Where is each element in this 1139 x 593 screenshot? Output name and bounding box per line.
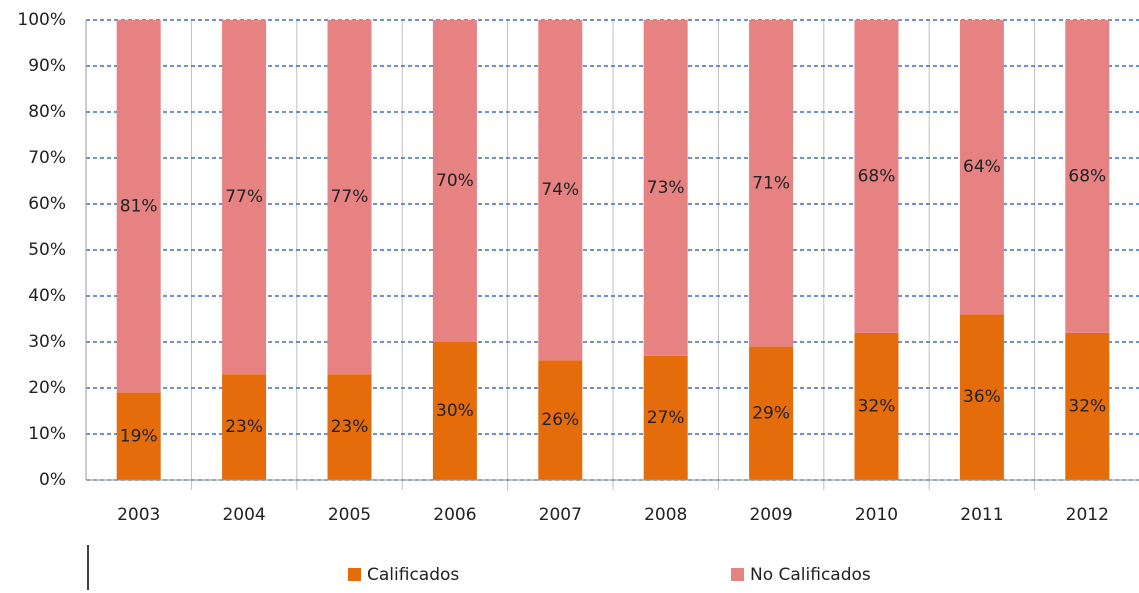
data-label: 30% — [436, 401, 474, 421]
data-label: 71% — [752, 173, 790, 193]
data-label: 23% — [225, 417, 263, 437]
x-tick-label: 2010 — [855, 505, 898, 525]
bar-segment — [749, 346, 794, 480]
bar-segment — [1065, 20, 1110, 333]
data-label: 26% — [541, 410, 579, 430]
data-label: 32% — [1068, 396, 1106, 416]
y-tick-label: 60% — [28, 194, 66, 214]
bar-segment — [327, 20, 372, 375]
bar-segment — [643, 355, 688, 480]
x-tick-label: 2011 — [960, 505, 1003, 525]
bar-segment — [643, 20, 688, 356]
bar-segment — [749, 20, 794, 347]
data-label: 27% — [647, 408, 685, 428]
x-tick-label: 2008 — [644, 505, 687, 525]
x-tick-label: 2009 — [749, 505, 792, 525]
x-tick-label: 2003 — [117, 505, 160, 525]
data-label: 64% — [963, 157, 1001, 177]
legend-swatch — [731, 568, 744, 581]
bar-segment — [538, 20, 583, 361]
data-label: 19% — [120, 426, 158, 446]
data-label: 68% — [858, 166, 896, 186]
bar-segment — [222, 374, 267, 480]
x-tick-label: 2007 — [539, 505, 582, 525]
y-tick-label: 0% — [39, 470, 66, 490]
bar-segment — [959, 20, 1004, 315]
bar-segment — [959, 314, 1004, 480]
bar-segment — [854, 20, 899, 333]
data-label: 81% — [120, 196, 158, 216]
bar-segment — [1065, 332, 1110, 480]
x-tick-label: 2005 — [328, 505, 371, 525]
x-tick-label: 2004 — [222, 505, 265, 525]
y-tick-label: 20% — [28, 378, 66, 398]
y-tick-label: 40% — [28, 286, 66, 306]
y-tick-label: 50% — [28, 240, 66, 260]
data-label: 23% — [331, 417, 369, 437]
data-label: 29% — [752, 403, 790, 423]
bar-segment — [538, 360, 583, 480]
data-label: 68% — [1068, 166, 1106, 186]
bar-segment — [116, 392, 161, 480]
y-tick-label: 80% — [28, 102, 66, 122]
y-tick-label: 30% — [28, 332, 66, 352]
legend-label: No Calificados — [750, 565, 871, 585]
bar-segment — [222, 20, 267, 375]
bar-segment — [432, 20, 477, 342]
bar-segment — [327, 374, 372, 480]
data-label: 74% — [541, 180, 579, 200]
data-label: 70% — [436, 171, 474, 191]
data-label: 77% — [331, 187, 369, 207]
y-tick-label: 100% — [17, 10, 66, 30]
bar-segment — [116, 20, 161, 393]
data-label: 73% — [647, 178, 685, 198]
data-label: 77% — [225, 187, 263, 207]
y-tick-label: 90% — [28, 56, 66, 76]
legend-label: Calificados — [367, 565, 459, 585]
x-tick-label: 2006 — [433, 505, 476, 525]
x-tick-label: 2012 — [1066, 505, 1109, 525]
data-label: 32% — [858, 396, 896, 416]
y-tick-label: 10% — [28, 424, 66, 444]
data-label: 36% — [963, 387, 1001, 407]
bar-segment — [854, 332, 899, 480]
legend-swatch — [348, 568, 361, 581]
y-tick-label: 70% — [28, 148, 66, 168]
bar-segment — [432, 342, 477, 480]
